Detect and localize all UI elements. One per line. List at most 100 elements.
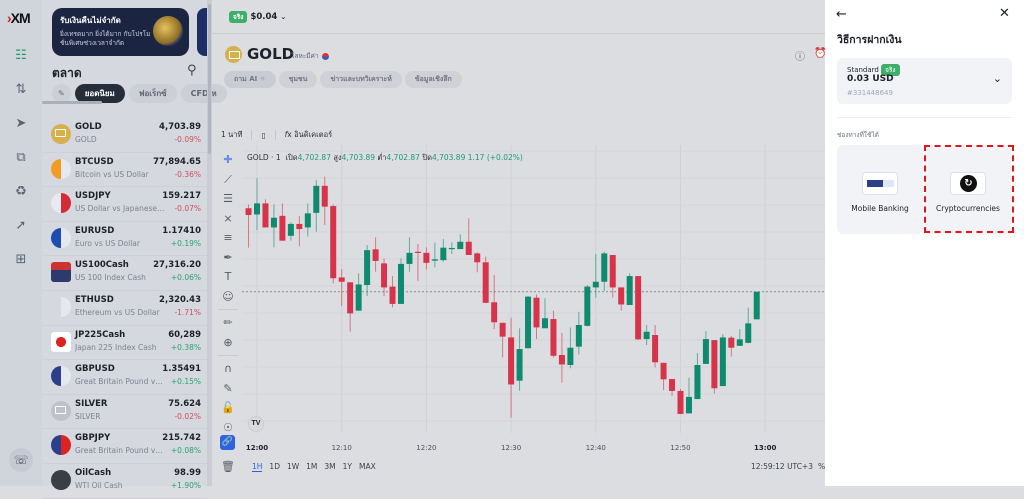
ask-ai-button[interactable]: ถาม AI ✧ [224, 71, 276, 88]
crosshair-icon[interactable]: ✚ [223, 153, 233, 166]
tabs-scrollbar[interactable] [42, 101, 102, 104]
promptpay-icon [862, 172, 898, 195]
candle-body [270, 217, 277, 228]
sparkle-icon: ✧ [259, 75, 266, 83]
info-icon[interactable]: ⓘ [795, 52, 805, 63]
candle-body [330, 206, 337, 279]
candle-type-icon[interactable]: ▯ [261, 130, 266, 140]
candle-body [414, 251, 421, 253]
rocket-icon[interactable]: ➚ [15, 218, 27, 233]
chart-clock[interactable]: 12:59:12 UTC+3 [751, 462, 813, 471]
range-max[interactable]: MAX [359, 462, 376, 471]
chart-icon[interactable]: ☷ [15, 48, 27, 63]
tab-popular[interactable]: ยอดนิยม [74, 84, 125, 103]
market-row-usdjpy[interactable]: USDJPY US Dollar vs Japanese Y... 159.21… [42, 187, 207, 222]
range-1d[interactable]: 1D [269, 462, 280, 471]
lock-drawing-icon[interactable]: ✎ [223, 381, 233, 395]
tab-forex[interactable]: ฟอเร็กซ์ [128, 84, 177, 103]
open-value: 4,702.87 [297, 153, 331, 162]
indicators-button[interactable]: fx อินดิเคเตอร์ [285, 129, 333, 141]
range-1y[interactable]: 1Y [342, 462, 353, 471]
candle-body [516, 349, 523, 381]
candle-body [245, 208, 252, 215]
emoji-icon[interactable]: ☺ [222, 289, 234, 303]
x-tick-label: 12:20 [416, 444, 437, 452]
candle-body [592, 281, 599, 288]
back-arrow-icon[interactable]: ← [836, 7, 847, 22]
range-3m[interactable]: 3M [324, 462, 336, 471]
symbol-name: GOLD [75, 135, 97, 144]
candle-body [482, 262, 489, 303]
method-cryptocurrencies[interactable]: ↻ Cryptocurrencies [925, 145, 1011, 234]
trophy-icon[interactable]: ♻ [15, 184, 27, 199]
xm-logo[interactable]: ›XM [7, 10, 31, 26]
percent-toggle[interactable]: % [818, 462, 826, 471]
copy-icon[interactable]: ⧉ [16, 150, 26, 165]
trash-icon[interactable]: 🗑 [221, 460, 235, 473]
edit-icon[interactable]: ✎ [52, 84, 71, 103]
gold-icon [225, 46, 242, 63]
promo-title: รับเงินคืนไม่จำกัด [60, 16, 121, 25]
market-row-us100cash[interactable]: US100Cash US 100 Index Cash 27,316.20 +0… [42, 256, 207, 291]
candle-body [618, 287, 625, 305]
market-row-btcusd[interactable]: BTCUSD Bitcoin vs US Dollar 77,894.65 -0… [42, 153, 207, 188]
instrument-tabs: ถาม AI ✧ ชุมชน ข่าวและบทวิเคราะห์ ข้อมูล… [224, 71, 462, 88]
symbol-category: โลหะมีค่า [291, 51, 329, 61]
candle-body [372, 249, 379, 261]
method-mobile-banking[interactable]: Mobile Banking [837, 145, 923, 234]
zoom-in-icon[interactable]: ⊕ [223, 335, 233, 349]
promo-banner[interactable]: รับเงินคืนไม่จำกัด ยิ่งเทรดมาก ยิ่งได้มา… [52, 8, 189, 56]
range-1h[interactable]: 1H [252, 462, 263, 472]
close-value: 4,703.89 [431, 153, 466, 162]
close-icon[interactable]: ✕ [999, 6, 1010, 21]
interval-selector[interactable]: 1 นาที [221, 130, 243, 139]
candlestick-chart[interactable] [212, 145, 825, 445]
community-tab[interactable]: ชุมชน [278, 71, 318, 88]
market-row-gbpusd[interactable]: GBPUSD Great Britain Pound vs ... 1.3549… [42, 360, 207, 395]
candle-body [719, 337, 726, 387]
tradingview-logo[interactable]: TV [248, 416, 264, 432]
divider [218, 309, 238, 310]
alarm-icon[interactable]: ⏰ [814, 48, 827, 59]
market-row-silver[interactable]: SILVER SILVER 75.624 -0.02% [42, 395, 207, 430]
text-icon[interactable]: T [224, 270, 232, 283]
news-analysis-tab[interactable]: ข่าวและบทวิเคราะห์ [320, 71, 402, 88]
insights-tab[interactable]: ข้อมูลเชิงลึก [404, 71, 462, 88]
account-selector[interactable]: จริง $0.04 ⌄ [229, 11, 286, 23]
symbol: JP225Cash [75, 329, 126, 340]
projection-icon[interactable]: ≡ [223, 231, 233, 244]
fib-icon[interactable]: ☰ [223, 192, 233, 205]
account-dropdown[interactable]: Standard จริง 0.03 USD #331448649 ⌄ [837, 58, 1012, 104]
top-bar: จริง $0.04 ⌄ [212, 0, 825, 34]
link-icon[interactable]: 🔗 [220, 435, 235, 450]
promo-banner-next[interactable] [197, 8, 209, 56]
candle-body [321, 185, 328, 207]
unlock-icon[interactable]: 🔓 [221, 401, 235, 414]
rocket-launch-icon[interactable]: ➤ [15, 116, 27, 131]
market-scrollbar[interactable] [207, 0, 212, 486]
brush-icon[interactable]: ✒ [223, 250, 233, 264]
search-icon[interactable]: ⚲ [187, 63, 197, 78]
apps-icon[interactable]: ⊞ [15, 252, 27, 267]
magnet-icon[interactable]: ∩ [223, 362, 233, 375]
account-balance: 0.03 USD [847, 74, 894, 84]
range-1w[interactable]: 1W [286, 462, 300, 471]
hide-icon[interactable]: ☉ [223, 420, 233, 434]
range-1m[interactable]: 1M [306, 462, 318, 471]
pattern-icon[interactable]: ⨯ [223, 211, 233, 225]
promo-subtitle: ยิ่งเทรดมาก ยิ่งได้มาก กับโปรโมชั่นพิเศษ… [60, 30, 151, 47]
tab-cfd[interactable]: CFD ห [180, 84, 227, 103]
market-row-oilcash[interactable]: OilCash WTI Oil Cash 98.99 +1.90% [42, 464, 207, 499]
market-row-gold[interactable]: GOLD GOLD 4,703.89 -0.09% [42, 118, 207, 153]
trendline-icon[interactable]: ⟋ [224, 172, 232, 186]
market-row-gbpjpy[interactable]: GBPJPY Great Britain Pound vs ... 215.74… [42, 429, 207, 464]
candle-body [397, 263, 404, 304]
candle-body [745, 323, 752, 343]
headset-icon[interactable]: ☏ [9, 448, 33, 472]
market-row-eurusd[interactable]: EURUSD Euro vs US Dollar 1.17410 +0.19% [42, 222, 207, 257]
transfer-icon[interactable]: ⇅ [15, 82, 27, 97]
candle-body [584, 286, 591, 326]
market-row-ethusd[interactable]: ETHUSD Ethereum vs US Dollar 2,320.43 -1… [42, 291, 207, 326]
ruler-icon[interactable]: ✏ [223, 316, 233, 329]
market-row-jp225cash[interactable]: JP225Cash Japan 225 Index Cash 60,289 +0… [42, 326, 207, 361]
